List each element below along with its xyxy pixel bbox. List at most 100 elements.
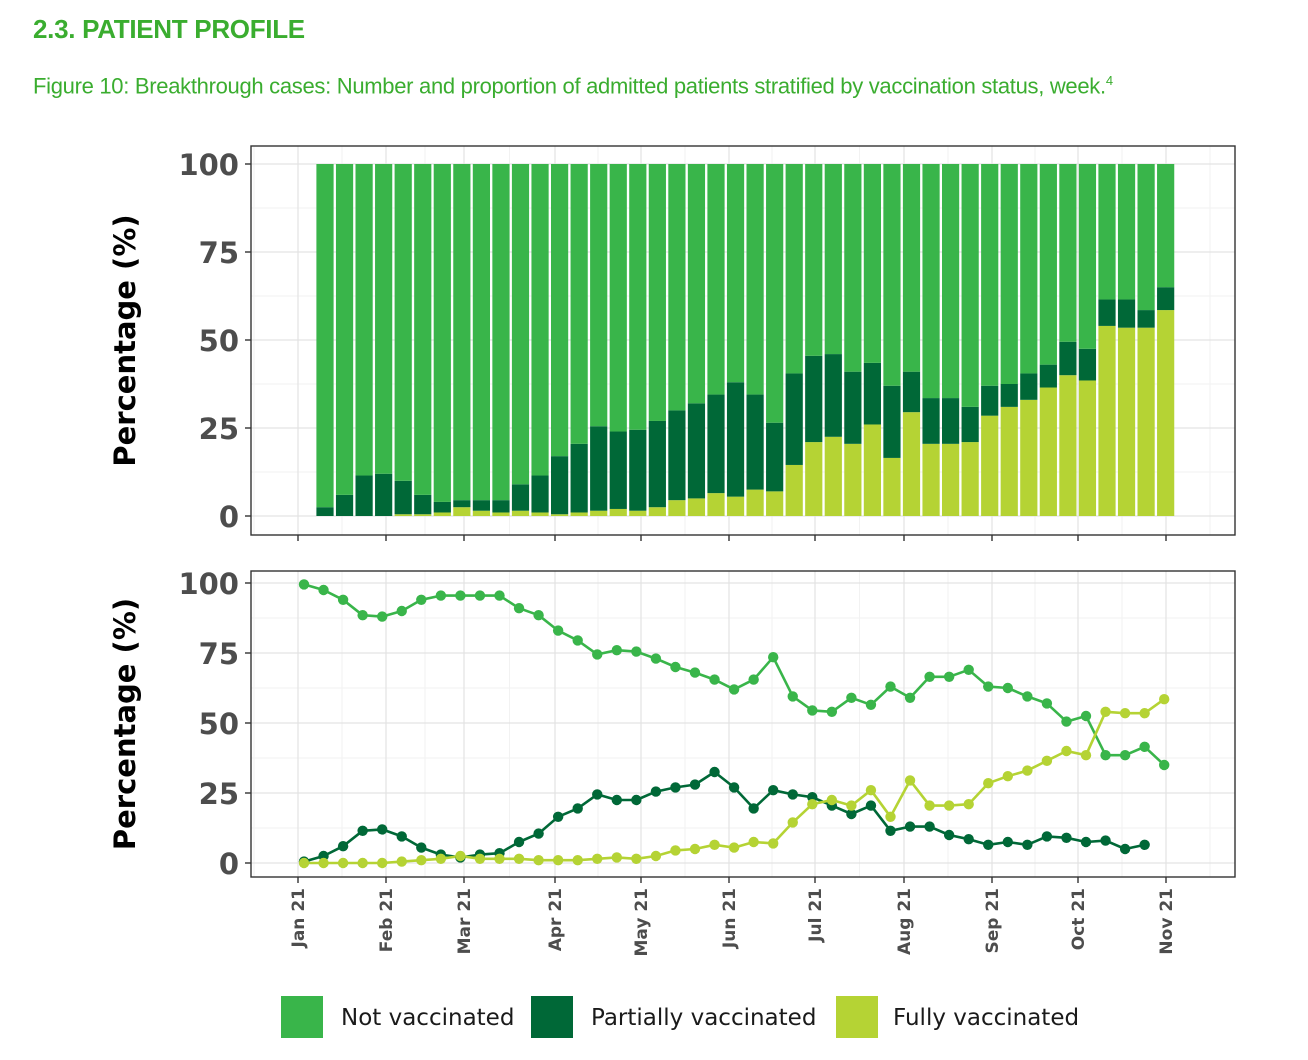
data-point bbox=[885, 681, 896, 692]
bar-segment bbox=[1117, 327, 1136, 516]
bar-segment bbox=[668, 500, 686, 516]
xtick-label: Feb 21 bbox=[377, 888, 397, 952]
bar-segment bbox=[981, 164, 999, 386]
data-point bbox=[846, 692, 857, 703]
bar-panel-y-axis-title: Percentage (%) bbox=[108, 214, 142, 466]
data-point bbox=[983, 839, 994, 850]
bar-segment bbox=[824, 354, 842, 437]
legend-label: Fully vaccinated bbox=[893, 1005, 1079, 1031]
data-point bbox=[611, 852, 622, 863]
data-point bbox=[1080, 750, 1092, 761]
bar-segment bbox=[942, 164, 960, 399]
bar-segment bbox=[375, 164, 393, 474]
data-point bbox=[1022, 765, 1033, 776]
bar-segment bbox=[687, 403, 706, 499]
section-title: 2.3. PATIENT PROFILE bbox=[33, 14, 305, 44]
bar-panel-ytick-label: 0 bbox=[219, 500, 239, 534]
data-point bbox=[787, 691, 798, 702]
data-point bbox=[533, 855, 544, 866]
line-panel-ytick-label: 25 bbox=[199, 777, 239, 811]
bar-segment bbox=[1020, 399, 1038, 516]
legend-label: Not vaccinated bbox=[341, 1005, 514, 1031]
data-point bbox=[1080, 836, 1092, 848]
bar-segment bbox=[668, 410, 686, 501]
bar-segment bbox=[1137, 164, 1155, 311]
data-point bbox=[416, 594, 427, 605]
data-point bbox=[670, 782, 681, 793]
data-point bbox=[924, 800, 935, 811]
data-point bbox=[1119, 708, 1131, 719]
line-panel-ytick-label: 75 bbox=[199, 637, 239, 671]
data-point bbox=[513, 603, 525, 614]
bar-segment bbox=[746, 489, 764, 516]
xtick-label: Nov 21 bbox=[1157, 888, 1177, 955]
data-point bbox=[552, 625, 564, 636]
data-point bbox=[728, 842, 740, 853]
bar-segment bbox=[590, 426, 608, 511]
data-point bbox=[552, 811, 564, 822]
bar-segment bbox=[863, 164, 881, 363]
data-point bbox=[572, 855, 583, 866]
legend-item: Fully vaccinated bbox=[836, 996, 1079, 1038]
bar-segment bbox=[1039, 364, 1057, 388]
data-point bbox=[1002, 836, 1013, 848]
bar-panel-ytick-label: 75 bbox=[199, 236, 239, 270]
data-point bbox=[318, 857, 329, 869]
data-point bbox=[1061, 745, 1072, 757]
data-point bbox=[396, 831, 407, 842]
data-point bbox=[846, 800, 857, 811]
bar-segment bbox=[316, 507, 334, 516]
bar-segment bbox=[511, 484, 530, 511]
bar-segment bbox=[883, 457, 901, 516]
bar-segment bbox=[492, 164, 510, 501]
data-point bbox=[983, 778, 994, 789]
data-point bbox=[592, 649, 603, 660]
data-point bbox=[298, 579, 310, 590]
bar-segment bbox=[1000, 384, 1018, 407]
bar-segment bbox=[707, 394, 725, 494]
bar-segment bbox=[453, 164, 471, 501]
bar-segment bbox=[746, 164, 764, 395]
bar-segment bbox=[1157, 287, 1175, 311]
data-point bbox=[631, 646, 642, 657]
bar-segment bbox=[570, 164, 588, 444]
bar-segment bbox=[414, 514, 432, 516]
data-point bbox=[885, 825, 896, 836]
data-point bbox=[748, 803, 759, 814]
data-point bbox=[494, 590, 505, 601]
bar-segment bbox=[844, 371, 862, 444]
bar-segment bbox=[355, 475, 373, 516]
data-point bbox=[865, 800, 877, 811]
footnote-ref: 4 bbox=[1105, 73, 1113, 88]
data-point bbox=[787, 789, 798, 800]
data-point bbox=[572, 635, 583, 646]
bar-segment bbox=[1059, 341, 1077, 376]
bar-segment bbox=[942, 443, 960, 516]
data-point bbox=[435, 590, 447, 601]
bar-segment bbox=[1020, 164, 1038, 374]
bar-segment bbox=[551, 514, 569, 516]
bar-segment bbox=[1020, 373, 1038, 400]
bar-segment bbox=[1098, 325, 1116, 516]
data-point bbox=[983, 681, 994, 692]
data-point bbox=[943, 671, 955, 682]
data-point bbox=[455, 590, 466, 601]
data-point bbox=[768, 652, 779, 663]
data-point bbox=[885, 811, 896, 822]
bar-segment bbox=[433, 512, 451, 516]
bar-segment bbox=[863, 424, 881, 516]
bar-segment bbox=[375, 473, 393, 516]
bar-segment bbox=[609, 508, 627, 516]
data-point bbox=[611, 794, 622, 806]
data-point bbox=[748, 674, 759, 685]
bar-segment bbox=[609, 164, 627, 432]
data-point bbox=[1080, 710, 1092, 722]
data-point bbox=[455, 850, 466, 862]
bar-segment bbox=[414, 164, 432, 495]
data-point bbox=[1139, 741, 1150, 752]
bar-segment bbox=[335, 164, 354, 495]
bar-segment bbox=[922, 398, 940, 444]
data-point bbox=[552, 855, 564, 866]
bar-segment bbox=[1157, 310, 1175, 516]
